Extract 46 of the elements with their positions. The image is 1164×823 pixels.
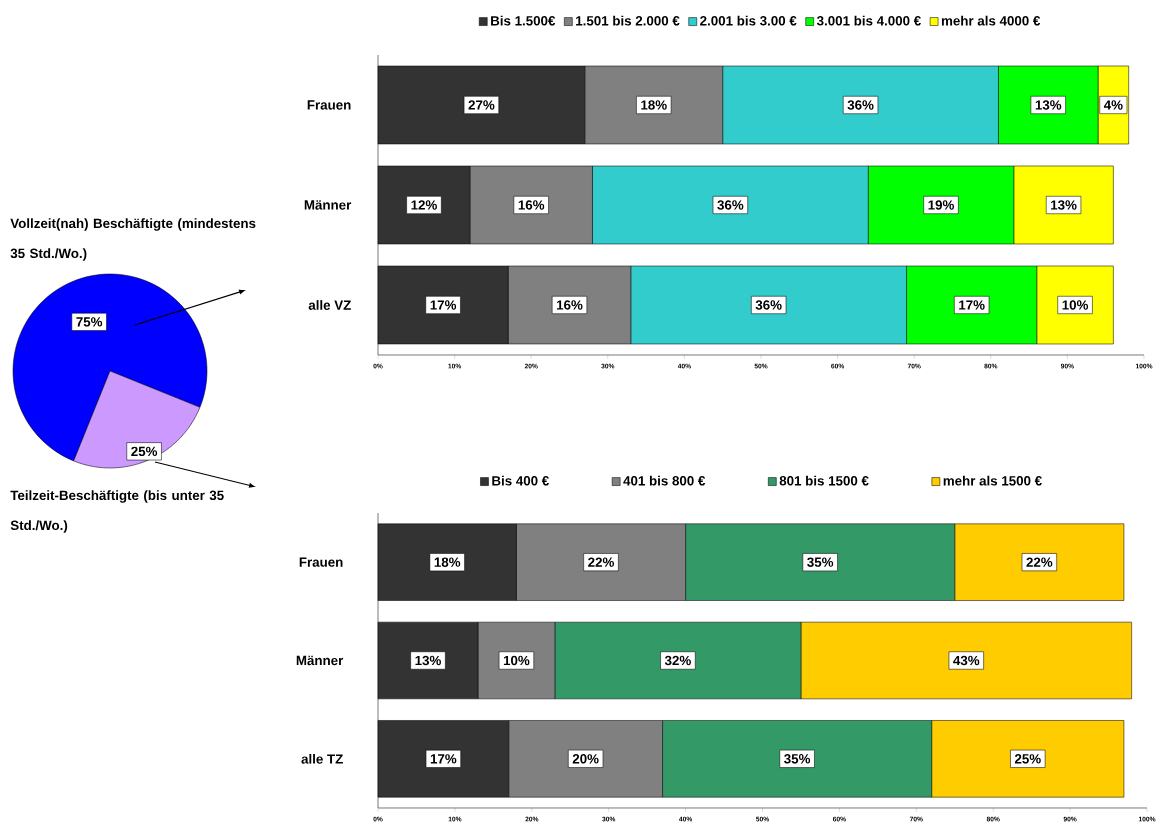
data-label: 35% (807, 557, 834, 567)
data-label: 22% (1026, 557, 1053, 567)
category-label: Vollzeit(nah) Beschäftigte (mindestens 35 Std./Wo.) (10, 218, 256, 261)
data-label: 75% (76, 317, 103, 327)
data-label: 19% (928, 200, 954, 210)
legend-label: 2.001 bis 3.00 € (700, 15, 797, 26)
y-tick-label: Frauen (299, 557, 343, 567)
category-label: Teilzeit-Beschäftigte (bis unter 35 Std./Wo.) (10, 490, 224, 533)
legend-label: 1.501 bis 2.000 € (576, 15, 680, 26)
y-tick-label: Männer (296, 655, 344, 666)
y-tick-label: Männer (304, 200, 352, 210)
data-label: 18% (434, 557, 461, 567)
data-label: 10% (1062, 300, 1089, 310)
data-label: 36% (755, 300, 782, 310)
y-tick-label: alle TZ (301, 753, 343, 764)
y-tick-label: alle VZ (308, 300, 351, 310)
y-tick-label: Frauen (307, 100, 351, 110)
data-label: 17% (430, 754, 457, 764)
legend-label: 401 bis 800 € (623, 475, 706, 486)
data-label: 20% (572, 754, 599, 764)
data-label: 35% (784, 754, 811, 764)
data-label: 36% (847, 100, 874, 110)
data-label: 17% (430, 300, 457, 310)
data-label: 27% (468, 100, 495, 110)
data-label: 12% (411, 200, 437, 210)
legend-label: mehr als 4000 € (941, 15, 1041, 26)
data-label: 13% (415, 655, 441, 666)
data-label: 13% (1051, 200, 1077, 210)
data-label: 32% (664, 655, 691, 666)
legend-label: 3.001 bis 4.000 € (816, 15, 921, 26)
legend-label: Bis 1.500€ (491, 15, 556, 26)
data-label: 43% (953, 655, 980, 666)
data-label: 10% (503, 655, 530, 666)
data-label: 13% (1035, 100, 1062, 110)
data-label: 16% (557, 300, 583, 310)
legend-label: mehr als 1500 € (943, 475, 1042, 486)
data-label: 17% (959, 300, 985, 310)
data-label: 18% (641, 100, 667, 110)
data-label: 36% (717, 200, 744, 210)
data-label: 25% (131, 446, 158, 457)
data-label: 4% (1103, 100, 1123, 110)
data-label: 22% (588, 557, 614, 567)
legend-label: Bis 400 € (492, 475, 549, 486)
data-label: 16% (518, 200, 545, 210)
data-label: 25% (1014, 754, 1041, 764)
legend-label: 801 bis 1500 € (779, 475, 869, 486)
